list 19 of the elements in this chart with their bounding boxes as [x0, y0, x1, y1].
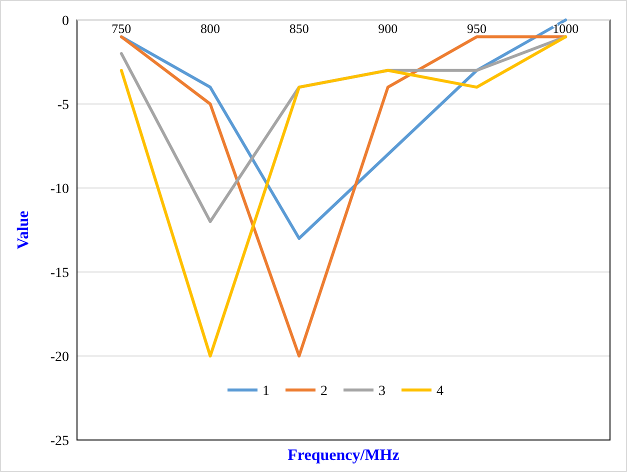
line-series: [120, 35, 568, 358]
y-axis-title: Value: [15, 210, 32, 250]
x-tick-label: 1000: [552, 21, 579, 36]
legend-label: 4: [436, 384, 444, 399]
y-tick-label: -5: [57, 98, 69, 113]
y-tick-label: -10: [50, 182, 69, 197]
x-tick-label: 950: [467, 21, 486, 36]
y-tick-label: 0: [62, 14, 69, 29]
y-tick-label: -20: [50, 350, 69, 365]
x-tick-label: 800: [200, 21, 220, 36]
y-tick-label: -25: [50, 434, 69, 449]
y-tick-label: -15: [50, 266, 69, 281]
legend-label: 2: [320, 384, 328, 399]
legend-label: 3: [378, 384, 386, 399]
legend-label: 1: [262, 384, 270, 399]
x-tick-label: 750: [112, 21, 132, 36]
x-tick-label: 900: [378, 21, 398, 36]
x-axis-title: Frequency/MHz: [288, 447, 400, 464]
x-tick-label: 850: [289, 21, 309, 36]
